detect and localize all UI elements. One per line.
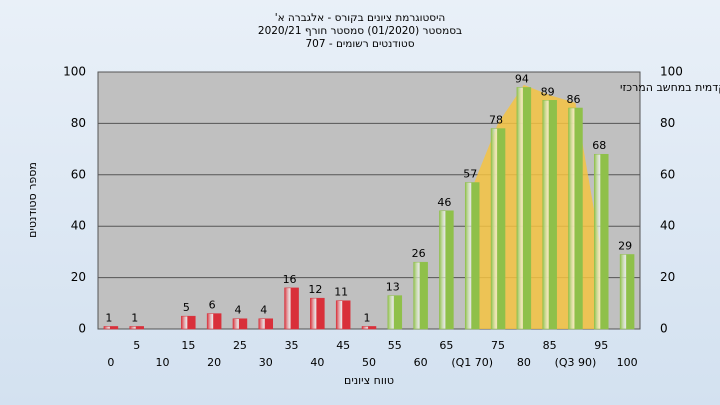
bar [310,297,325,330]
y2-tick-label: 60 [660,167,675,181]
bar [542,100,557,330]
bar [594,153,609,330]
x-tick-label: 85 [543,339,557,352]
x-tick-label: 35 [285,339,299,352]
value-label: 26 [412,247,426,260]
x-tick-label: 5 [133,339,140,352]
value-label: 4 [260,304,267,317]
x-tick-label: 45 [336,339,350,352]
x-tick-label: 40 [310,356,324,369]
chart-title: היסטוגרמת ציונים בקורס - אלגברה א' [275,12,446,24]
bar [568,107,583,330]
x-tick-label: 10 [156,356,170,369]
value-label: 1 [131,311,138,324]
bar [619,254,635,330]
bar [464,182,480,330]
x-tick-label: (Q1 70) [451,356,493,369]
y-tick-label: 60 [71,167,86,181]
x-tick-label: 60 [414,356,428,369]
x-tick-label: 30 [259,356,273,369]
x-tick-label: 100 [617,356,638,369]
bar [335,300,351,330]
x-axis-label: טווח ציונים [344,374,394,387]
bar [232,318,248,330]
value-label: 5 [183,301,190,314]
bar [284,287,299,330]
value-label: 6 [209,299,216,312]
value-label: 86 [566,93,580,106]
x-tick-label: 0 [107,356,114,369]
bar [258,318,274,330]
value-label: 12 [308,283,322,296]
y2-tick-label: 0 [660,322,668,336]
y-tick-label: 40 [71,219,86,233]
value-label: 57 [463,168,477,181]
bar [490,128,506,330]
value-label: 68 [592,139,606,152]
value-label: 1 [364,311,371,324]
y-tick-label: 80 [71,116,86,130]
value-label: 4 [234,304,241,317]
bar [103,326,119,330]
y-tick-label: 100 [63,65,86,79]
x-tick-label: 75 [491,339,505,352]
subtitle: סטודנטים רשומים - 707 [305,38,414,50]
bar [181,315,196,330]
bar [413,261,428,330]
bar [516,87,532,330]
y2-tick-label: 20 [660,270,675,284]
value-label: 16 [283,273,297,286]
bar [206,313,222,330]
y-tick-label: 0 [78,322,86,336]
x-tick-label: 25 [233,339,247,352]
x-tick-label: (Q3 90) [555,356,597,369]
bar [387,295,403,330]
value-label: 29 [618,239,632,252]
x-tick-label: 20 [207,356,221,369]
value-label: 1 [105,311,112,324]
y2-tick-label: 80 [660,116,675,130]
x-tick-label: 15 [181,339,195,352]
x-tick-label: 65 [439,339,453,352]
y-tick-label: 20 [71,270,86,284]
subtitle: בסמסטר (01/2020) סמסטר חורף 2020/21 [258,25,462,37]
x-tick-label: 55 [388,339,402,352]
y2-tick-label: 40 [660,219,675,233]
y2-tick-label: 100 [660,65,683,79]
y-axis-label: מספר סטודנטים [26,162,39,238]
value-label: 11 [334,286,348,299]
value-label: 78 [489,114,503,127]
value-label: 46 [437,196,451,209]
annotation: במשימה: ציון סופי במערכת האקדמית במחשב ה… [620,81,720,94]
value-label: 89 [541,85,555,98]
x-tick-label: 80 [517,356,531,369]
bar [439,210,454,330]
bar [361,326,377,330]
x-tick-label: 50 [362,356,376,369]
value-label: 13 [386,281,400,294]
bar [129,326,144,330]
value-label: 94 [515,72,529,85]
x-tick-label: 95 [594,339,608,352]
